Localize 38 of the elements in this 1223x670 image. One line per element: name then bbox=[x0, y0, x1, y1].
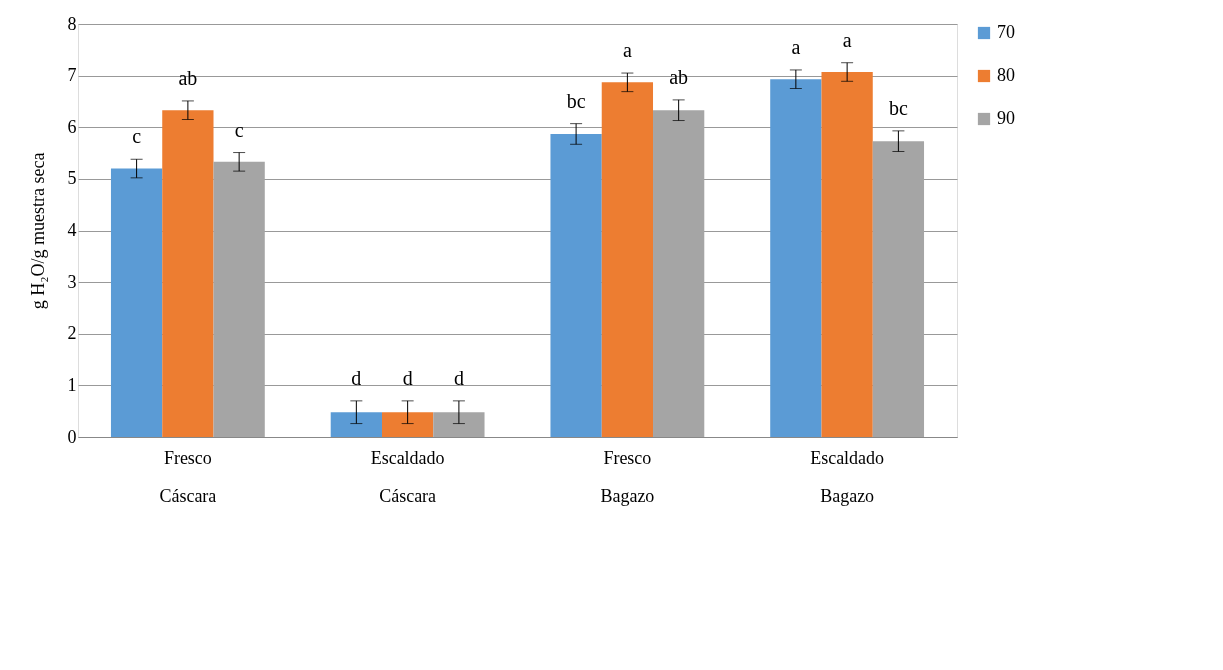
data-label: a bbox=[622, 39, 632, 62]
data-label: ab bbox=[178, 66, 198, 89]
bar bbox=[770, 79, 822, 437]
y-tick-label: 2 bbox=[67, 323, 77, 344]
data-label: bc bbox=[566, 89, 586, 112]
y-tick-label: 1 bbox=[67, 374, 77, 395]
x-tick-label: Escaldado Cáscara bbox=[370, 447, 445, 506]
y-tick-label: 0 bbox=[67, 426, 77, 447]
y-tick-label: 8 bbox=[67, 13, 77, 34]
bar bbox=[433, 412, 485, 437]
bar bbox=[330, 412, 382, 437]
legend-label: 70 bbox=[997, 22, 1015, 42]
y-tick-label: 4 bbox=[67, 220, 77, 240]
y-tick-label: 5 bbox=[67, 168, 77, 189]
data-label: a bbox=[791, 35, 801, 58]
legend-label: 90 bbox=[997, 108, 1015, 128]
data-label: d bbox=[351, 366, 362, 389]
x-tick-label: Fresco Bagazo bbox=[600, 447, 655, 506]
data-label: c bbox=[234, 118, 244, 141]
x-tick-label: Escaldado Bagazo bbox=[810, 447, 885, 506]
data-label: c bbox=[132, 125, 142, 148]
y-tick-label: 6 bbox=[67, 116, 77, 137]
bar bbox=[550, 133, 602, 437]
bar bbox=[110, 168, 163, 437]
data-label: d bbox=[453, 366, 464, 389]
data-label: a bbox=[842, 28, 852, 51]
data-label: bc bbox=[888, 96, 908, 119]
legend-label: 80 bbox=[997, 65, 1015, 85]
bar bbox=[601, 82, 654, 437]
y-tick-label: 7 bbox=[67, 65, 77, 86]
y-tick-label: 3 bbox=[67, 271, 77, 292]
data-label: d bbox=[402, 366, 413, 389]
y-axis-title: g H₂O/g muestra seca bbox=[27, 152, 48, 310]
bar bbox=[821, 72, 873, 437]
data-label: ab bbox=[669, 65, 689, 88]
bar bbox=[381, 412, 434, 437]
x-tick-label: Fresco Cáscara bbox=[159, 447, 217, 506]
bar bbox=[162, 110, 214, 437]
